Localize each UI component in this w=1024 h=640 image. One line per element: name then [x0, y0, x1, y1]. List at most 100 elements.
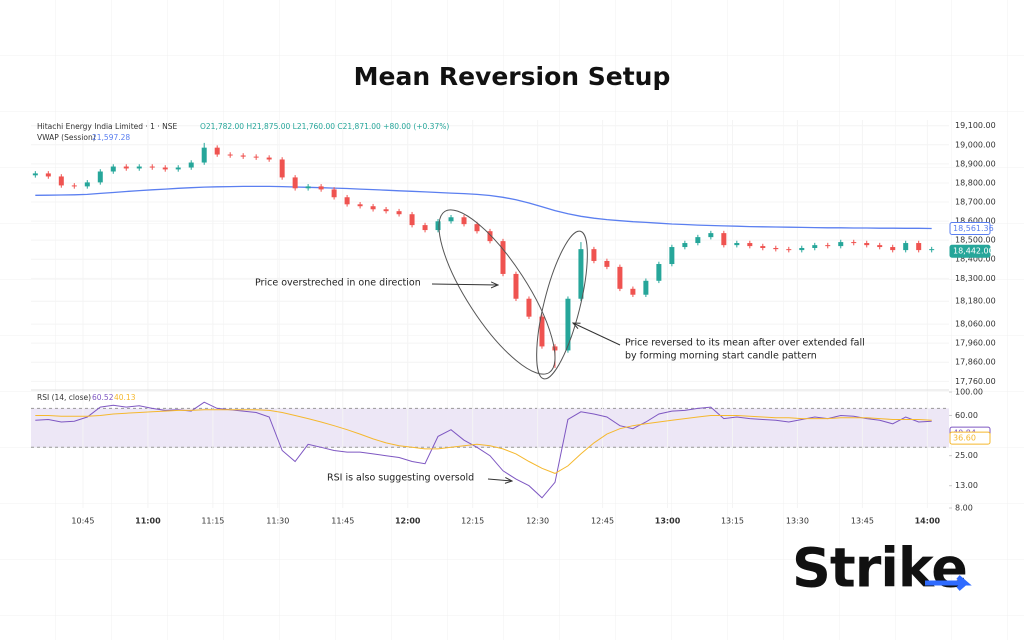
- candle-body: [721, 233, 727, 246]
- logo: Strike: [792, 537, 967, 600]
- annotation: Price overstreched in one direction: [255, 278, 421, 289]
- candle-body: [578, 249, 584, 299]
- y-tick-label: 18,400.00: [955, 255, 996, 264]
- annotation: Price reversed to its mean after over ex…: [625, 338, 865, 349]
- candle-body: [682, 243, 688, 248]
- y-tick-label: 18,500.00: [955, 236, 996, 245]
- candle-body: [175, 167, 181, 170]
- candle-body: [292, 177, 298, 189]
- candle-body: [110, 166, 116, 172]
- rsi-ma-reading: 40.13: [114, 393, 136, 402]
- candle-body: [864, 243, 870, 246]
- candle-body: [877, 245, 883, 248]
- x-tick-label: 12:45: [591, 517, 614, 526]
- ohlc-header: O21,782.00 H21,875.00 L21,760.00 C21,871…: [200, 122, 449, 131]
- candle-body: [162, 167, 168, 170]
- candle-body: [786, 249, 792, 251]
- highlight-ellipse: [536, 230, 588, 380]
- candle-body: [331, 189, 337, 198]
- candle-body: [435, 221, 441, 231]
- candle-body: [591, 249, 597, 261]
- x-tick-label: 11:00: [135, 517, 161, 526]
- candle-body: [71, 185, 77, 187]
- line: [35, 185, 932, 230]
- x-tick-label: 13:00: [655, 517, 681, 526]
- plot-area: 19,100.00 19,000.00 18,900.00 18,800.00 18,7…: [31, 120, 996, 526]
- last-value-box: [949, 221, 991, 235]
- candle-body: [97, 171, 103, 183]
- candle-body: [201, 147, 207, 163]
- y-tick-label: 18,600.00: [955, 217, 996, 226]
- candle-body: [84, 182, 90, 187]
- candle-body: [656, 264, 662, 281]
- candle-body: [929, 249, 935, 251]
- annotation-arrow: [487, 479, 512, 481]
- y-tick-label: 19,000.00: [955, 140, 996, 149]
- candle-body: [149, 166, 155, 168]
- y-tick-label: 18,060.00: [955, 320, 996, 329]
- candle-body: [45, 173, 51, 177]
- candle-body: [773, 247, 779, 250]
- x-tick-label: 11:30: [266, 517, 289, 526]
- x-tick-label: 13:45: [851, 517, 874, 526]
- x-tick-label: 14:00: [915, 517, 941, 526]
- last-value-label: 18,442.00: [953, 247, 994, 256]
- candle-body: [825, 245, 831, 247]
- x-tick-label: 13:15: [721, 517, 744, 526]
- candle-body: [357, 204, 363, 207]
- candle-body: [214, 147, 220, 155]
- candle-body: [734, 243, 740, 246]
- line: [35, 409, 932, 474]
- last-value-box: [949, 431, 991, 445]
- candle-body: [903, 243, 909, 251]
- candle-body: [422, 225, 428, 231]
- candle-body: [58, 176, 64, 186]
- last-value-label: 36.60: [953, 434, 976, 443]
- candle-body: [890, 247, 896, 251]
- candle-body: [669, 247, 675, 265]
- candle-body: [448, 217, 454, 222]
- rsi-legend: RSI (14, close): [37, 393, 91, 402]
- y-tick-label: 100.00: [955, 388, 983, 397]
- candle-body: [123, 166, 129, 169]
- candle-body: [370, 206, 376, 210]
- y-tick-label: 18,300.00: [955, 274, 996, 283]
- symbol-header: Hitachi Energy India Limited · 1 · NSE: [37, 122, 177, 131]
- candle-body: [552, 346, 558, 351]
- candle-body: [630, 288, 636, 295]
- x-tick-label: 11:15: [201, 517, 224, 526]
- vwap-legend: VWAP (Session): [37, 133, 96, 142]
- x-tick-label: 10:45: [71, 517, 94, 526]
- candle-body: [838, 242, 844, 247]
- y-tick-label: 19,100.00: [955, 121, 996, 130]
- candle-body: [513, 273, 519, 299]
- logo-arrow: [925, 575, 972, 591]
- candle-body: [526, 298, 532, 317]
- rsi-band: [31, 408, 949, 448]
- candle-body: [760, 246, 766, 248]
- candle-body: [916, 243, 922, 251]
- annotation-arrow: [431, 284, 498, 285]
- candle-body: [136, 166, 142, 169]
- candle-body: [500, 241, 506, 274]
- candle-body: [487, 231, 493, 242]
- y-tick-label: 18,900.00: [955, 159, 996, 168]
- candle-body: [409, 214, 415, 226]
- candle-body: [565, 298, 571, 351]
- candle-body: [461, 217, 467, 225]
- candle-body: [617, 266, 623, 289]
- candle-body: [812, 245, 818, 248]
- y-tick-label: 17,960.00: [955, 339, 996, 348]
- rsi-reading: 60.52: [92, 393, 114, 402]
- x-tick-label: 12:00: [395, 517, 421, 526]
- candle-body: [266, 157, 272, 160]
- candle-body: [32, 173, 38, 176]
- y-tick-label: 17,760.00: [955, 377, 996, 386]
- x-tick-label: 13:30: [786, 517, 809, 526]
- y-tick-label: 18,700.00: [955, 198, 996, 207]
- y-tick-label: 25.00: [955, 451, 978, 460]
- last-value-box: [949, 244, 991, 258]
